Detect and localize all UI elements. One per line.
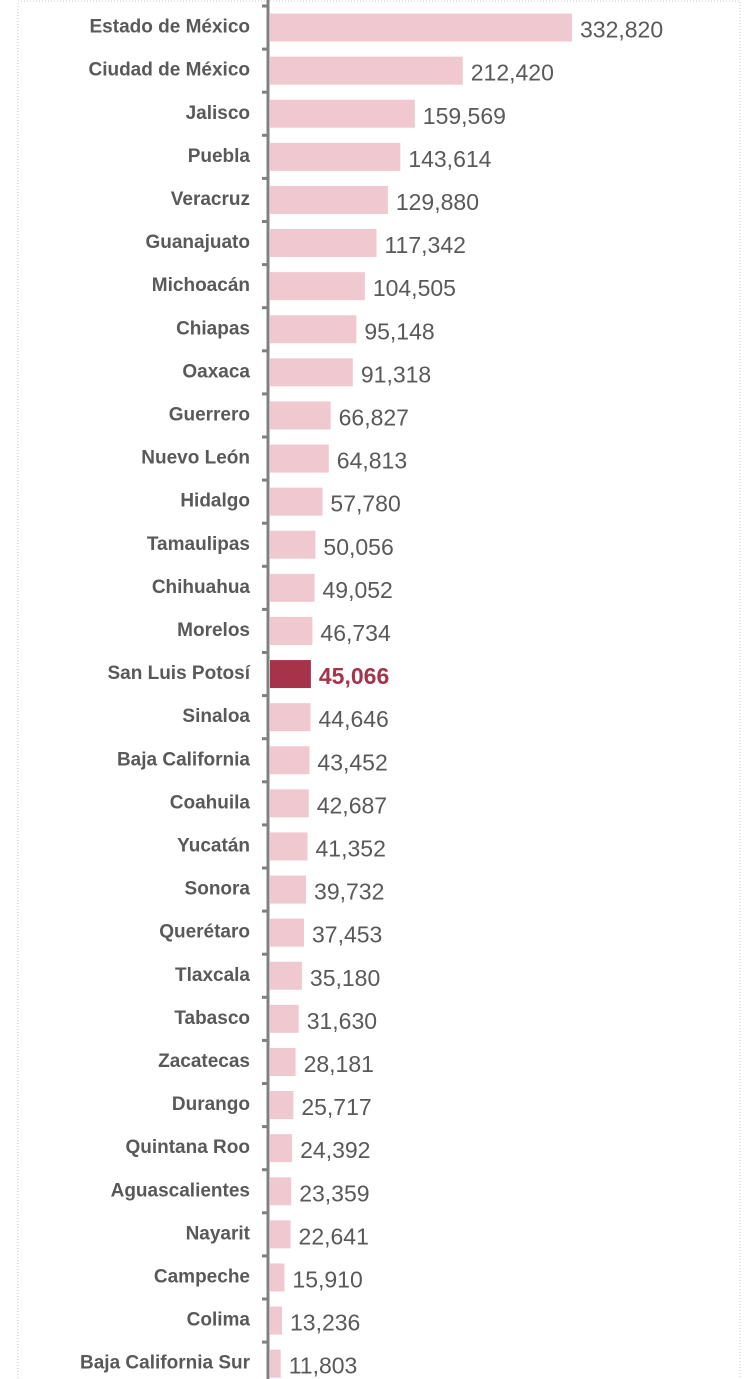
value-label: 129,880 [396,189,479,215]
bar [270,616,313,645]
value-label: 28,181 [304,1051,374,1077]
value-label: 46,734 [320,620,391,646]
bar [270,1004,299,1033]
value-label: 11,803 [289,1353,358,1379]
value-label: 95,148 [364,318,434,344]
value-label: 23,359 [299,1180,369,1206]
bar [270,918,304,947]
bar [270,1091,294,1120]
value-label: 159,569 [423,103,506,129]
value-label: 49,052 [323,577,393,603]
bar [270,573,315,602]
bar [270,1306,283,1335]
value-label: 22,641 [299,1223,369,1249]
bar [270,1263,285,1292]
bar [270,1047,296,1076]
category-label: Jalisco [186,103,250,124]
bar [270,961,302,990]
category-label: Quintana Roo [125,1137,250,1158]
value-label: 43,452 [317,749,387,775]
value-label: 91,318 [361,361,431,387]
category-label: Tabasco [174,1008,250,1029]
bar [270,530,316,559]
value-label: 24,392 [300,1137,370,1163]
category-label: Tamaulipas [147,534,250,555]
category-label: Oaxaca [182,361,250,382]
bar [270,99,415,128]
category-label: Hidalgo [180,491,250,512]
bar [270,56,463,85]
category-label: Campeche [154,1266,250,1287]
bar [270,401,331,430]
value-label: 66,827 [339,405,409,431]
value-label: 50,056 [323,534,393,560]
bar [270,229,377,258]
category-label: Coahuila [170,792,251,813]
category-label: Chiapas [176,318,250,339]
category-label: Nuevo León [141,448,250,469]
bar [270,13,572,42]
bar [270,358,353,387]
category-label: Zacatecas [158,1051,250,1072]
bar [270,272,365,301]
category-label: Puebla [188,146,251,167]
category-label: Tlaxcala [175,965,250,986]
value-label: 35,180 [310,965,380,991]
value-label: 13,236 [290,1310,360,1336]
value-label: 15,910 [292,1267,362,1293]
value-label: 45,066 [319,663,389,689]
category-label: Chihuahua [152,577,251,598]
bar [270,185,388,214]
bar [270,487,323,516]
value-label: 117,342 [384,232,465,258]
category-label: Veracruz [171,189,250,210]
category-label: Nayarit [186,1223,251,1244]
value-label: 41,352 [316,836,386,862]
value-label: 31,630 [307,1008,377,1034]
bar [270,1134,293,1163]
category-label: Ciudad de México [88,60,250,81]
bar [270,142,401,171]
value-label: 64,813 [337,448,407,474]
category-label: Colima [187,1310,251,1331]
bar [270,746,310,775]
value-label: 57,780 [330,491,400,517]
value-label: 44,646 [319,706,389,732]
bar [270,1220,291,1249]
value-label: 37,453 [312,922,382,948]
value-label: 212,420 [471,60,554,86]
bar [270,703,311,732]
category-label: Querétaro [159,922,250,943]
value-label: 332,820 [580,17,663,43]
bar [270,1177,292,1206]
category-label: San Luis Potosí [107,663,250,684]
bar [270,875,307,904]
category-label: Michoacán [152,275,250,296]
value-label: 104,505 [373,275,456,301]
chart-border [17,0,741,1379]
category-label: Durango [172,1094,250,1115]
value-label: 143,614 [408,146,491,172]
category-label: Guanajuato [145,232,250,253]
bar [270,1349,281,1378]
value-label: 42,687 [317,792,387,818]
bar [270,660,311,689]
category-label: Morelos [177,620,250,641]
category-label: Yucatán [177,835,250,856]
value-label: 39,732 [314,879,384,905]
bar [270,789,309,818]
category-label: Aguascalientes [111,1180,250,1201]
value-label: 25,717 [301,1094,371,1120]
bar [270,832,308,861]
category-label: Sinaloa [182,706,250,727]
bar [270,315,357,344]
category-label: Baja California [117,749,250,770]
category-label: Sonora [185,879,251,900]
bar [270,444,329,473]
category-label: Baja California Sur [80,1353,251,1374]
category-label: Guerrero [169,404,250,425]
category-label: Estado de México [90,17,251,38]
